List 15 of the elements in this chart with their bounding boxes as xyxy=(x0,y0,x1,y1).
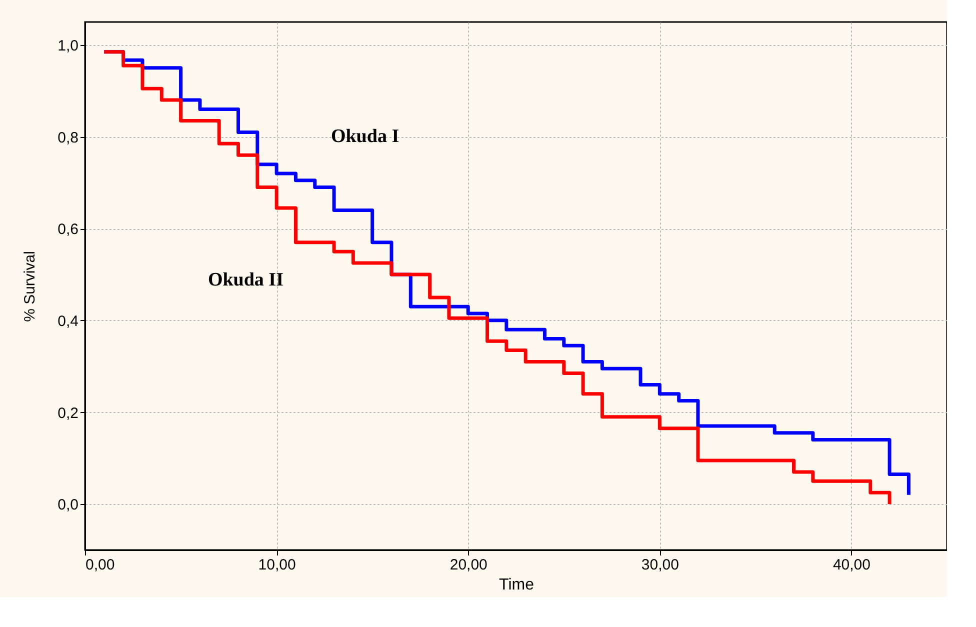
x-tick-label: 20,00 xyxy=(450,556,488,574)
x-tick-label: 0,00 xyxy=(86,556,115,574)
y-axis-title: % Survival xyxy=(22,251,39,322)
y-tick-label: 1,0 xyxy=(58,37,78,54)
x-tick-label: 10,00 xyxy=(258,556,296,574)
y-tick-label: 0,0 xyxy=(58,496,78,514)
x-tick-label: 40,00 xyxy=(832,556,870,574)
series-label: Okuda II xyxy=(208,269,284,290)
series-label: Okuda I xyxy=(330,126,400,148)
y-tick-label: 0,4 xyxy=(58,312,78,330)
y-tick-label: 0,6 xyxy=(58,221,78,238)
y-tick-label: 0,2 xyxy=(58,404,78,422)
x-axis-title: Time xyxy=(499,576,534,594)
x-tick-label: 30,00 xyxy=(641,556,679,574)
y-tick-label: 0,8 xyxy=(58,129,78,146)
